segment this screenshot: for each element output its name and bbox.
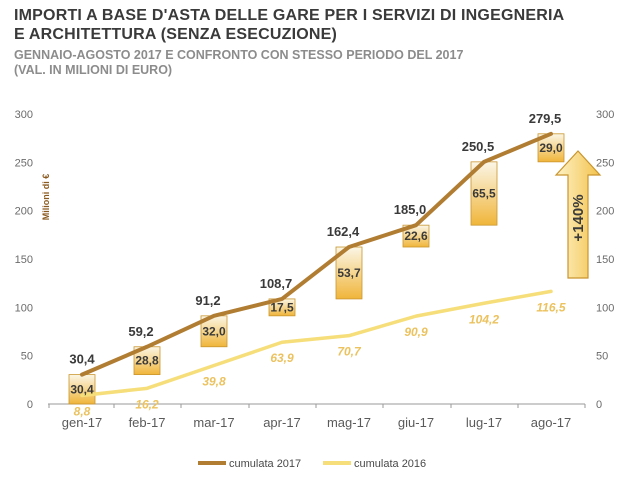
cumulative-2017-label: 59,2 xyxy=(128,324,153,339)
chart-title-line2: E ARCHITETTURA (SENZA ESECUZIONE) xyxy=(14,26,338,43)
x-tick-label: ago-17 xyxy=(531,415,571,430)
monthly-bar xyxy=(68,374,96,405)
y-tick-left: 50 xyxy=(21,351,33,363)
monthly-2017-label: 30,4 xyxy=(70,382,94,396)
chart-subtitle-line2: (VAL. IN MILIONI DI EURO) xyxy=(14,63,173,77)
series-line-cumulata-2017 xyxy=(80,131,553,377)
monthly-2017-label: 32,0 xyxy=(202,324,226,338)
cumulative-2017-label: 108,7 xyxy=(260,276,293,291)
monthly-2017-label: 29,0 xyxy=(539,141,563,155)
y-axis-ticks: 0 0 50 50 100 100 150 150 200 200 250 250 300 300 xyxy=(15,109,615,411)
y-tick-right: 0 xyxy=(596,399,602,411)
x-tick-label: feb-17 xyxy=(129,415,166,430)
cumulative-2017-label: 91,2 xyxy=(195,293,220,308)
y-tick-right: 200 xyxy=(596,206,614,218)
cumulative-2017-label: 162,4 xyxy=(327,224,360,239)
y-tick-right: 300 xyxy=(596,109,614,121)
data-labels: 30,4 30,4 8,8 59,2 28,8 16,2 91,2 32,0 39,8 108,7… xyxy=(69,111,566,419)
cumulative-2016-label: 90,9 xyxy=(404,325,428,339)
y-tick-left: 0 xyxy=(27,399,33,411)
x-tick-label: apr-17 xyxy=(263,415,301,430)
y-tick-left: 150 xyxy=(15,254,33,266)
cumulative-2016-label: 39,8 xyxy=(202,375,226,389)
cumulative-2016-label: 70,7 xyxy=(337,345,362,359)
y-axis-label: Milioni di € xyxy=(41,174,51,221)
growth-arrow-shape xyxy=(554,150,602,279)
y-tick-right: 50 xyxy=(596,351,608,363)
x-axis-ticks: gen-17 feb-17 mar-17 apr-17 mag-17 giu-17 lug-… xyxy=(62,415,571,430)
cumulative-2017-label: 30,4 xyxy=(69,352,95,367)
cumulative-2017-label: 185,0 xyxy=(394,202,427,217)
legend-label-cumulata-2016: cumulata 2016 xyxy=(354,458,426,470)
x-tick-label: mag-17 xyxy=(327,415,371,430)
y-tick-right: 250 xyxy=(596,157,614,169)
y-tick-left: 250 xyxy=(15,157,33,169)
y-tick-right: 100 xyxy=(596,302,614,314)
cumulative-2016-label: 16,2 xyxy=(135,397,159,411)
chart-subtitle-line1: GENNAIO-AGOSTO 2017 E CONFRONTO CON STES… xyxy=(14,48,464,62)
monthly-2017-label: 28,8 xyxy=(135,354,159,368)
x-tick-label: giu-17 xyxy=(398,415,434,430)
growth-percentage-label: +140% xyxy=(570,194,587,241)
monthly-2017-label: 65,5 xyxy=(472,187,496,201)
chart-subtitle: GENNAIO-AGOSTO 2017 E CONFRONTO CON STES… xyxy=(14,48,463,78)
x-tick-label: lug-17 xyxy=(466,415,502,430)
cumulative-2016-label: 116,5 xyxy=(536,300,565,314)
y-tick-left: 200 xyxy=(15,206,33,218)
cumulative-lines xyxy=(80,131,553,398)
monthly-2017-label: 53,7 xyxy=(337,266,361,280)
cumulative-2017-label: 279,5 xyxy=(529,111,562,126)
x-tick-label: gen-17 xyxy=(62,415,102,430)
growth-arrow: +140% xyxy=(554,150,602,279)
y-tick-left: 300 xyxy=(15,109,33,121)
cumulative-2016-label: 63,9 xyxy=(270,351,294,365)
series-line-cumulata-2016 xyxy=(80,289,553,398)
cumulative-2016-label: 8,8 xyxy=(74,404,91,418)
y-tick-right: 150 xyxy=(596,254,614,266)
legend: cumulata 2017 cumulata 2016 xyxy=(198,458,426,470)
cumulative-2016-label: 104,2 xyxy=(469,312,499,326)
y-tick-left: 100 xyxy=(15,302,33,314)
monthly-2017-label: 17,5 xyxy=(270,300,294,314)
legend-label-cumulata-2017: cumulata 2017 xyxy=(229,458,301,470)
cumulative-2017-label: 250,5 xyxy=(462,139,495,154)
monthly-2017-label: 22,6 xyxy=(404,229,428,243)
chart-title-line1: IMPORTI A BASE D'ASTA DELLE GARE PER I S… xyxy=(14,7,565,24)
x-tick-label: mar-17 xyxy=(193,415,234,430)
chart-title: IMPORTI A BASE D'ASTA DELLE GARE PER I S… xyxy=(14,6,564,44)
